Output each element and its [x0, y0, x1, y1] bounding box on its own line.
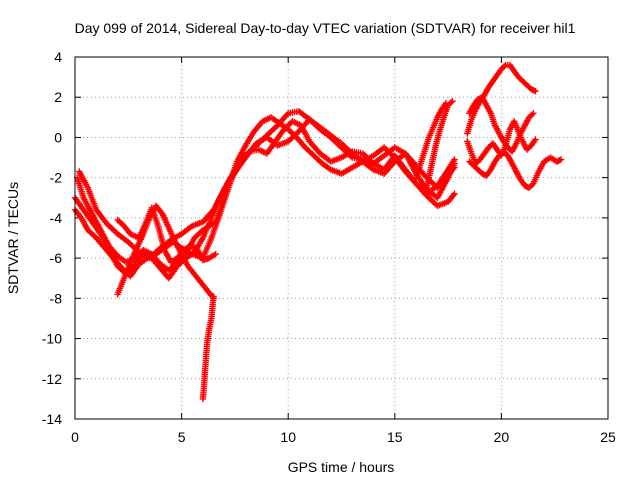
- x-tick-label: 15: [387, 429, 403, 445]
- y-axis-label: SDTVAR / TECUs: [5, 182, 21, 294]
- x-tick-label: 0: [71, 429, 79, 445]
- series-late-rise-1: [423, 98, 456, 191]
- y-tick-label: -14: [42, 411, 62, 427]
- data-point-fill: [528, 111, 536, 118]
- series-track-4: [71, 116, 458, 282]
- data-point: [532, 136, 539, 143]
- x-tick-label: 10: [280, 429, 296, 445]
- series-morning-arc: [114, 202, 217, 302]
- y-tick-label: -10: [42, 331, 62, 347]
- data-point-fill: [501, 63, 508, 70]
- x-tick-label: 5: [178, 429, 186, 445]
- series-evening-4: [466, 94, 537, 155]
- data-point: [210, 295, 217, 302]
- data-point: [557, 156, 565, 163]
- data-point: [442, 100, 450, 107]
- x-axis-label: GPS time / hours: [288, 459, 395, 475]
- data-point-fill: [528, 181, 536, 189]
- series-evening-3: [466, 148, 565, 191]
- data-point: [451, 156, 458, 163]
- data-point: [532, 87, 539, 95]
- x-tick-label: 25: [600, 429, 616, 445]
- y-tick-label: 2: [54, 89, 62, 105]
- plot-frame: [74, 56, 609, 420]
- series-midday-arc: [114, 204, 219, 266]
- series-late-rise-2: [412, 100, 450, 181]
- y-tick-label: -12: [42, 371, 62, 387]
- data-point: [449, 98, 456, 105]
- y-tick-label: -2: [50, 170, 63, 186]
- x-tick-label: 20: [494, 429, 510, 445]
- y-tick-label: 4: [54, 49, 62, 65]
- data-point: [451, 190, 458, 197]
- y-tick-label: -6: [50, 250, 63, 266]
- chart-title: Day 099 of 2014, Sidereal Day-to-day VTE…: [75, 20, 576, 36]
- data-point-fill: [91, 233, 99, 240]
- mark-layer: [71, 61, 565, 403]
- y-tick-label: -4: [50, 210, 63, 226]
- y-tick-label: -8: [50, 290, 63, 306]
- y-tick-label: 0: [54, 129, 62, 145]
- data-point: [530, 110, 537, 117]
- data-point: [212, 250, 219, 258]
- series-evening-1: [464, 61, 539, 137]
